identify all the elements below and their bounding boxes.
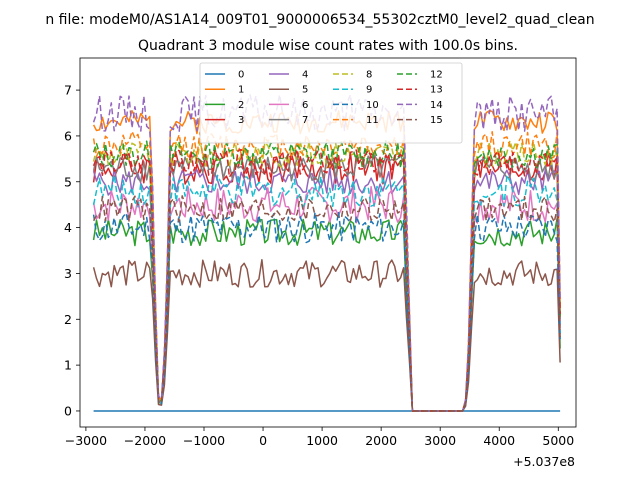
series-line-5	[92, 258, 561, 412]
x-tick-label: 1000	[306, 433, 338, 448]
x-offset-label: +5.037e8	[513, 454, 575, 469]
legend-label-15: 15	[430, 115, 443, 126]
y-tick-label: 4	[64, 220, 72, 235]
legend-box	[199, 62, 463, 144]
legend-label-8: 8	[366, 70, 372, 81]
legend-label-3: 3	[238, 115, 244, 126]
x-tick-label: 4000	[483, 433, 515, 448]
series-line-8	[92, 139, 561, 412]
legend-label-2: 2	[238, 100, 244, 111]
series-line-15	[92, 195, 561, 412]
y-tick-label: 7	[64, 83, 72, 98]
x-tick-label: −1000	[183, 433, 225, 448]
x-tick-label: 3000	[424, 433, 456, 448]
y-tick-label: 2	[64, 312, 72, 327]
chart-suptitle: n file: modeM0/AS1A14_009T01_9000006534_…	[45, 12, 594, 28]
legend-label-11: 11	[366, 115, 379, 126]
series-line-9	[92, 174, 561, 412]
legend-label-7: 7	[302, 115, 308, 126]
y-tick-label: 3	[64, 266, 72, 281]
x-tick-label: 5000	[542, 433, 574, 448]
series-line-12	[92, 140, 561, 412]
legend-label-5: 5	[302, 85, 308, 96]
series-line-7	[92, 153, 561, 412]
series-line-6	[92, 185, 561, 412]
y-tick-label: 5	[64, 174, 72, 189]
legend-label-12: 12	[430, 70, 443, 81]
y-tick-label: 0	[64, 403, 72, 418]
legend-label-10: 10	[366, 100, 379, 111]
legend-label-14: 14	[430, 100, 443, 111]
axes-frame	[79, 57, 577, 428]
x-tick-label: 0	[259, 433, 267, 448]
series-line-4	[92, 167, 561, 412]
axes-layer: −3000 −2000 −1000 0 1000 2000 3000 4000 50000123…	[64, 57, 577, 448]
chart-title: Quadrant 3 module wise count rates with …	[138, 38, 518, 54]
y-tick-label: 6	[64, 128, 72, 143]
legend-label-1: 1	[238, 85, 244, 96]
legend-label-9: 9	[366, 85, 372, 96]
x-tick-label: −2000	[124, 433, 166, 448]
x-tick-label: 2000	[365, 433, 397, 448]
series-line-13	[92, 148, 561, 412]
series-line-10	[92, 211, 561, 412]
legend-label-4: 4	[302, 70, 308, 81]
legend-label-6: 6	[302, 100, 308, 111]
legend-label-0: 0	[238, 70, 244, 81]
x-tick-label: −3000	[65, 433, 107, 448]
y-tick-label: 1	[64, 358, 72, 373]
legend-label-13: 13	[430, 85, 443, 96]
